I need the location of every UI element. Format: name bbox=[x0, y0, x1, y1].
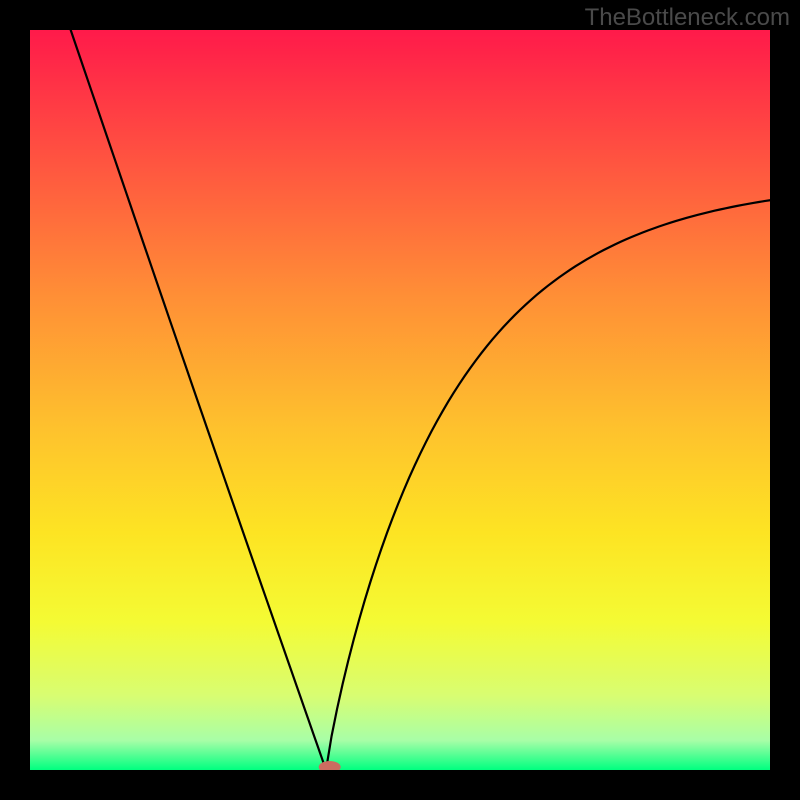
plot-svg bbox=[30, 30, 770, 770]
gradient-background bbox=[30, 30, 770, 770]
watermark-text: TheBottleneck.com bbox=[585, 4, 790, 32]
chart-container: TheBottleneck.com bbox=[0, 0, 800, 800]
